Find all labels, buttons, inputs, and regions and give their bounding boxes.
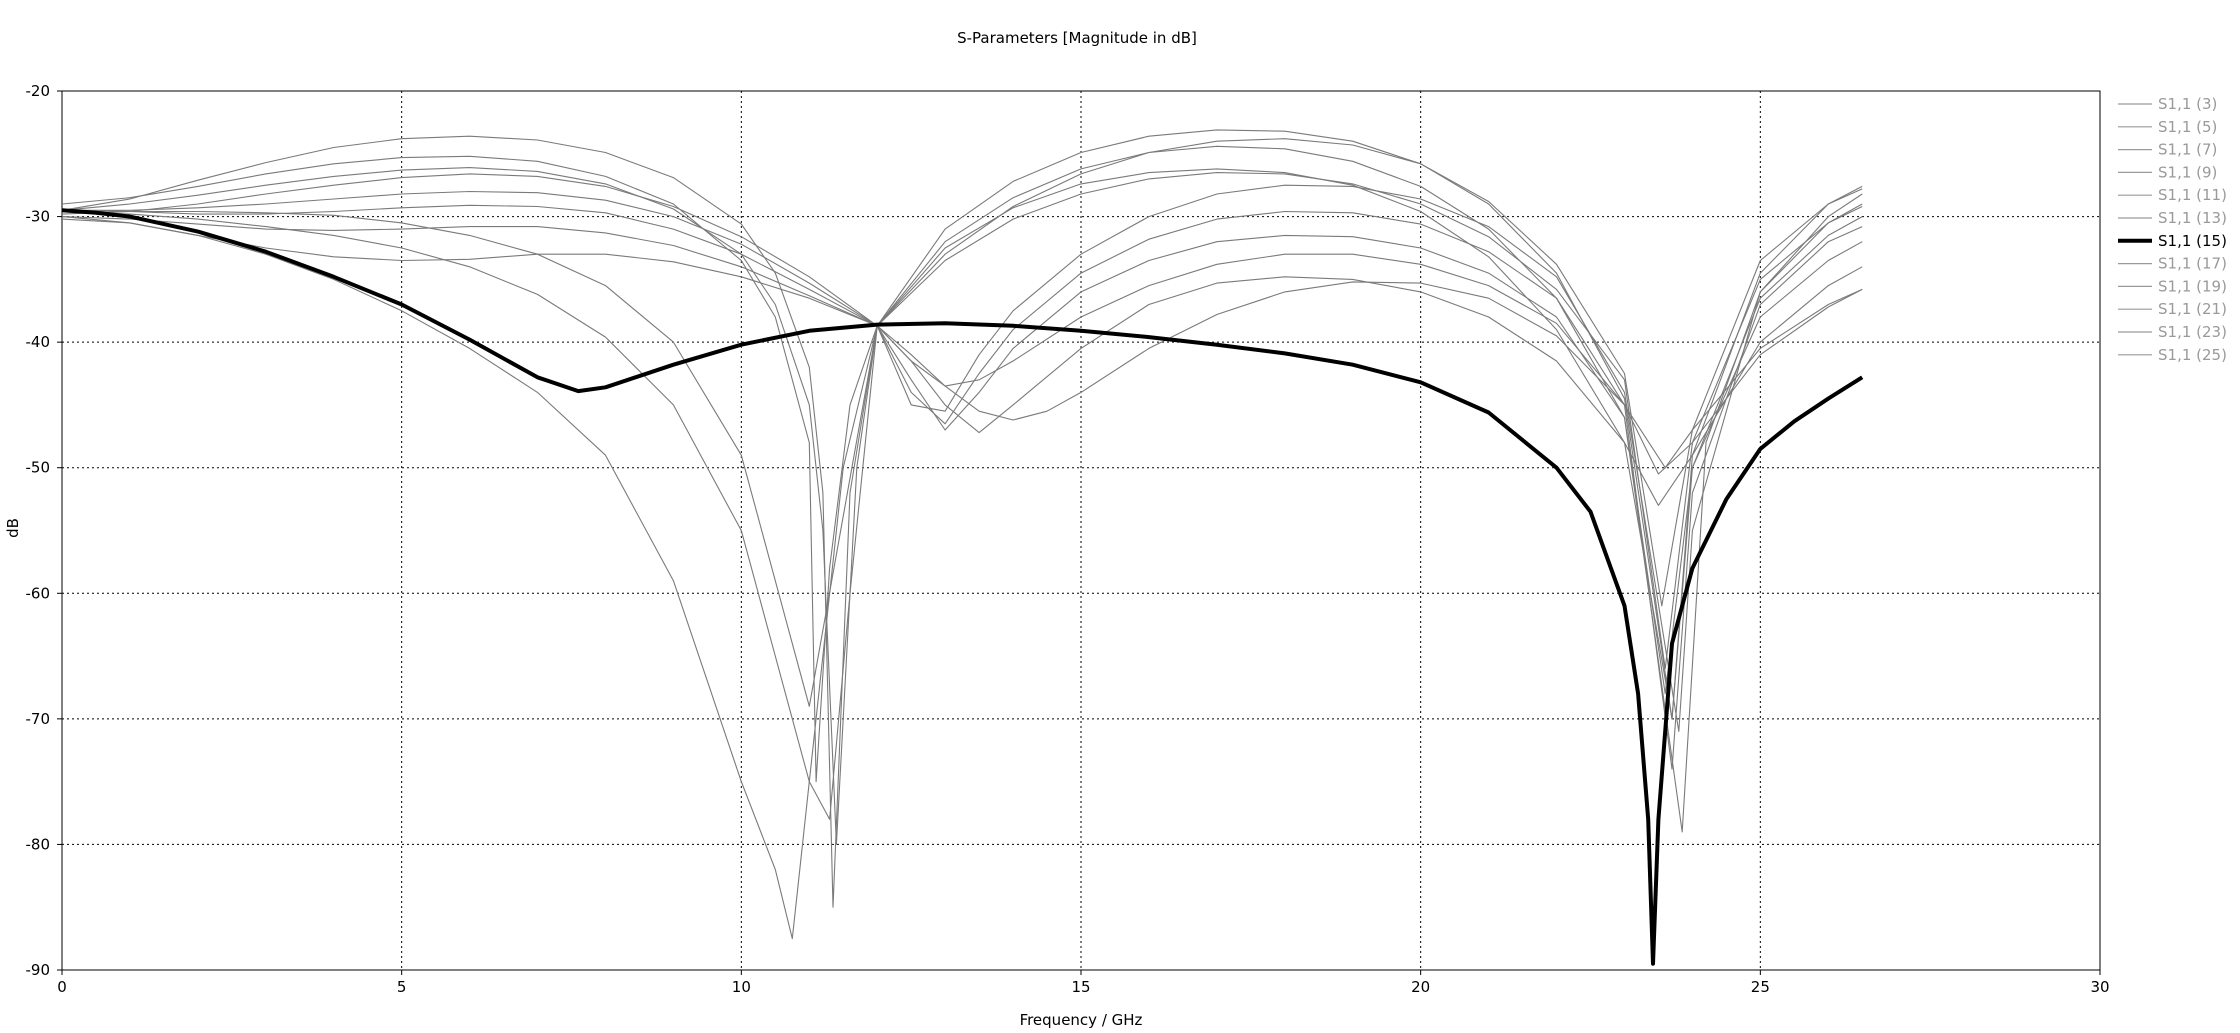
y-axis-label: dB	[4, 518, 22, 538]
x-tick-label: 5	[397, 978, 407, 996]
legend-label: S1,1 (25)	[2158, 346, 2227, 364]
x-tick-label: 30	[2090, 978, 2109, 996]
chart-title: S-Parameters [Magnitude in dB]	[957, 29, 1197, 47]
series-lines	[61, 129, 1864, 966]
legend-label: S1,1 (21)	[2158, 300, 2227, 318]
legend-label: S1,1 (5)	[2158, 118, 2217, 136]
x-axis-ticks: 0 5 10 15 20 25 30	[57, 970, 2110, 996]
series-line-s1-1-19	[61, 172, 1863, 820]
legend-label: S1,1 (23)	[2158, 323, 2227, 341]
legend-item[interactable]: S1,1 (19)	[2118, 277, 2227, 295]
y-tick-label: -70	[26, 710, 51, 728]
y-tick-label: -50	[26, 459, 51, 477]
y-tick-label: -60	[26, 584, 51, 602]
legend-item[interactable]: S1,1 (11)	[2118, 186, 2227, 204]
y-tick-label: -30	[26, 208, 51, 226]
y-tick-label: -40	[26, 333, 51, 351]
y-axis-ticks: -20 -30 -40 -50 -60 -70 -80 -90	[26, 82, 62, 979]
legend-item[interactable]: S1,1 (5)	[2118, 118, 2217, 136]
y-tick-label: -20	[26, 82, 51, 100]
series-line-s1-1-3	[61, 218, 1863, 475]
legend-label: S1,1 (9)	[2158, 163, 2217, 181]
x-tick-label: 0	[57, 978, 67, 996]
legend-label: S1,1 (15)	[2158, 232, 2227, 250]
legend-item[interactable]: S1,1 (17)	[2118, 255, 2227, 273]
legend-label: S1,1 (13)	[2158, 209, 2227, 227]
legend-label: S1,1 (19)	[2158, 277, 2227, 295]
legend-item[interactable]: S1,1 (15)	[2118, 232, 2227, 250]
series-line-s1-1-13	[61, 209, 1863, 707]
x-tick-label: 25	[1751, 978, 1770, 996]
series-line-s1-1-11	[61, 173, 1863, 732]
legend-item[interactable]: S1,1 (13)	[2118, 209, 2227, 227]
legend[interactable]: S1,1 (3) S1,1 (5) S1,1 (7) S1,1 (9) S1,1 (11…	[2118, 95, 2227, 364]
y-tick-label: -90	[26, 961, 51, 979]
legend-label: S1,1 (3)	[2158, 95, 2217, 113]
x-tick-label: 20	[1411, 978, 1430, 996]
series-line-s1-1-15	[61, 208, 1864, 966]
legend-item[interactable]: S1,1 (25)	[2118, 346, 2227, 364]
legend-item[interactable]: S1,1 (3)	[2118, 95, 2217, 113]
legend-item[interactable]: S1,1 (7)	[2118, 141, 2217, 159]
legend-label: S1,1 (11)	[2158, 186, 2227, 204]
legend-item[interactable]: S1,1 (21)	[2118, 300, 2227, 318]
legend-item[interactable]: S1,1 (9)	[2118, 163, 2217, 181]
legend-item[interactable]: S1,1 (23)	[2118, 323, 2227, 341]
y-tick-label: -80	[26, 835, 51, 853]
x-tick-label: 10	[732, 978, 751, 996]
legend-label: S1,1 (17)	[2158, 255, 2227, 273]
legend-label: S1,1 (7)	[2158, 141, 2217, 159]
x-tick-label: 15	[1071, 978, 1090, 996]
grid-lines	[62, 91, 2100, 970]
x-axis-label: Frequency / GHz	[1020, 1011, 1143, 1029]
